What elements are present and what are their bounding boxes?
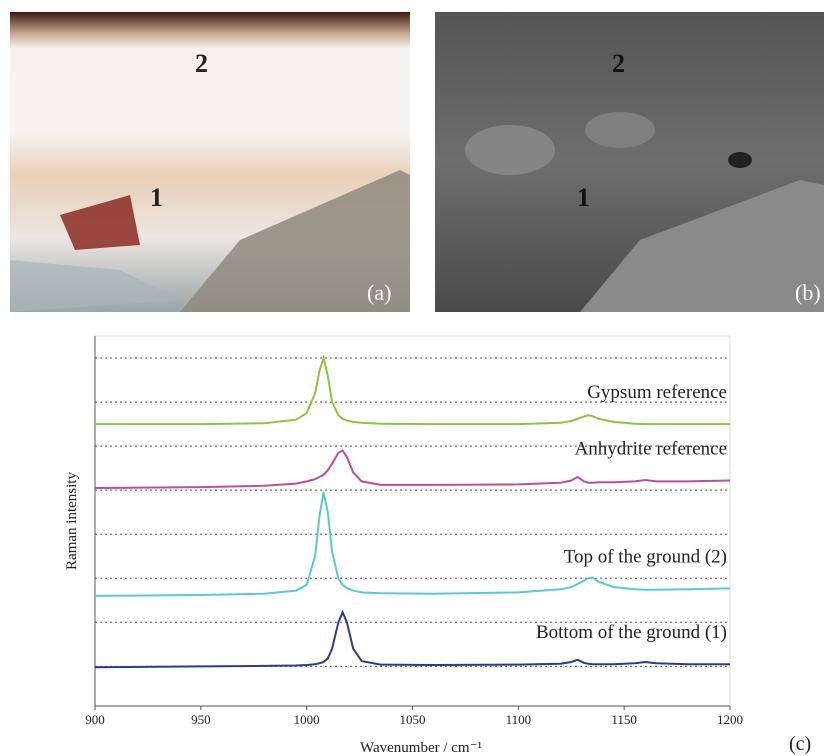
- panel-label: (a): [367, 280, 391, 305]
- layer-marker: 1: [150, 183, 163, 212]
- x-tick-label: 950: [191, 712, 211, 727]
- x-tick-label: 1200: [717, 712, 743, 727]
- series-label: Anhydrite reference: [575, 438, 727, 459]
- panel-label: (c): [789, 733, 811, 755]
- series-label: Top of the ground (2): [564, 546, 727, 567]
- y-axis-title: Raman intensity: [64, 472, 80, 570]
- series-label: Gypsum reference: [587, 382, 727, 403]
- spectrum-line: [95, 492, 730, 596]
- layer-marker: 2: [195, 49, 208, 78]
- x-tick-label: 900: [85, 712, 105, 727]
- x-tick-label: 1000: [294, 712, 320, 727]
- panel-label: (b): [795, 280, 821, 305]
- layer-marker: 2: [612, 49, 625, 78]
- x-tick-label: 1050: [400, 712, 426, 727]
- x-axis-title: Wavenumber / cm⁻¹: [360, 740, 482, 756]
- layer-marker: 1: [577, 183, 590, 212]
- x-tick-label: 1150: [611, 712, 637, 727]
- photo-a: 2 1 (a): [10, 12, 410, 312]
- photo-b: 2 1 (b): [435, 12, 824, 312]
- figure: 2 1 (a) 2 1 (b) Wavenumber / cm⁻¹ Raman …: [0, 0, 824, 756]
- x-tick-label: 1100: [506, 712, 532, 727]
- series-label: Bottom of the ground (1): [536, 622, 727, 643]
